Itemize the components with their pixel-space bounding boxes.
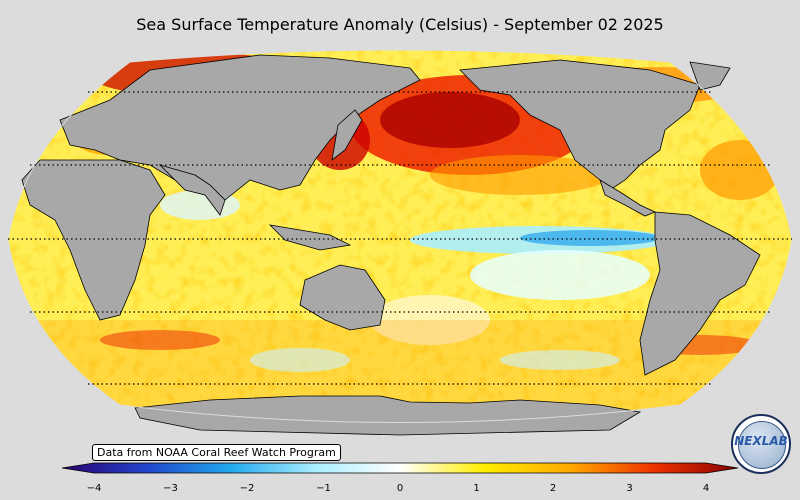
source-note: Data from NOAA Coral Reef Watch Program bbox=[92, 444, 341, 461]
colorbar-tick-label: 1 bbox=[473, 483, 480, 494]
colorbar-tick-label: 0 bbox=[396, 483, 404, 494]
land-australia bbox=[299, 264, 386, 331]
map-title: Sea Surface Temperature Anomaly (Celsius… bbox=[136, 15, 664, 34]
land-masses bbox=[21, 54, 761, 436]
colorbar-tick-label: −3 bbox=[163, 483, 178, 494]
globe-outline bbox=[7, 49, 793, 423]
nexlab-logo: NEXLAB bbox=[731, 414, 791, 474]
logo-text: NEXLAB bbox=[734, 434, 788, 448]
land-africa bbox=[21, 159, 166, 321]
land-indonesia bbox=[268, 224, 352, 251]
colorbar-tick-label: −4 bbox=[86, 483, 102, 494]
logo-globe-icon bbox=[738, 421, 786, 469]
land-india bbox=[158, 164, 226, 216]
colorbar-fill bbox=[62, 462, 738, 474]
colorbar-tick-label: 3 bbox=[626, 483, 633, 494]
colorbar-tick-label: −2 bbox=[239, 483, 255, 494]
colorbar-tick-label: 2 bbox=[549, 483, 557, 494]
land-greenland bbox=[689, 61, 731, 91]
latitude-gridlines bbox=[8, 91, 792, 385]
colorbar bbox=[62, 462, 738, 474]
colorbar-tick-label: −1 bbox=[316, 483, 331, 494]
land-south-america bbox=[639, 211, 761, 376]
land-antarctica bbox=[134, 395, 642, 436]
land-japan bbox=[331, 109, 363, 161]
colorbar-tick-label: 4 bbox=[702, 483, 710, 494]
land-eurasia bbox=[59, 54, 421, 201]
land-central-america bbox=[599, 179, 657, 217]
